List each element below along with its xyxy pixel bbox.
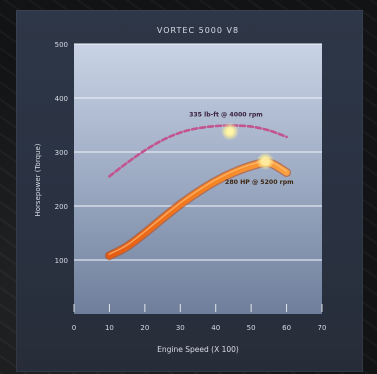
y-tick-label: 300 [55,149,68,157]
x-tick-label: 70 [318,324,327,332]
series-line-torque [108,124,288,178]
x-tick-label: 50 [247,324,256,332]
annotation-label: 280 HP @ 5200 rpm [225,178,294,186]
x-axis-label: Engine Speed (X 100) [157,345,239,354]
chart-title: VORTEC 5000 V8 [157,26,239,35]
x-tick-label: 10 [105,324,114,332]
series [104,124,292,261]
plot-area [74,44,322,314]
annotations: 335 lb-ft @ 4000 rpm 280 HP @ 5200 rpm [189,110,294,186]
x-tick-label: 0 [72,324,76,332]
y-tick-label: 400 [55,95,68,103]
x-tick-label: 30 [176,324,185,332]
annotation-label: 335 lb-ft @ 4000 rpm [189,110,263,118]
x-tick-labels: 0 10 20 30 40 50 60 70 [72,324,327,332]
series-highlight-horsepower [108,160,288,255]
y-tick-labels: 100 200 300 400 500 [55,41,68,265]
grid [73,43,323,312]
x-tick-label: 20 [140,324,149,332]
annotation-marker [226,128,234,135]
y-tick-label: 100 [55,257,68,265]
x-tick-label: 60 [282,324,291,332]
y-tick-label: 500 [55,41,68,49]
y-axis-label: Horsepower (Torque) [34,143,42,216]
series-line-horsepower [106,159,290,259]
x-tick-label: 40 [211,324,220,332]
annotation-marker [262,157,269,165]
y-tick-label: 200 [55,203,68,211]
